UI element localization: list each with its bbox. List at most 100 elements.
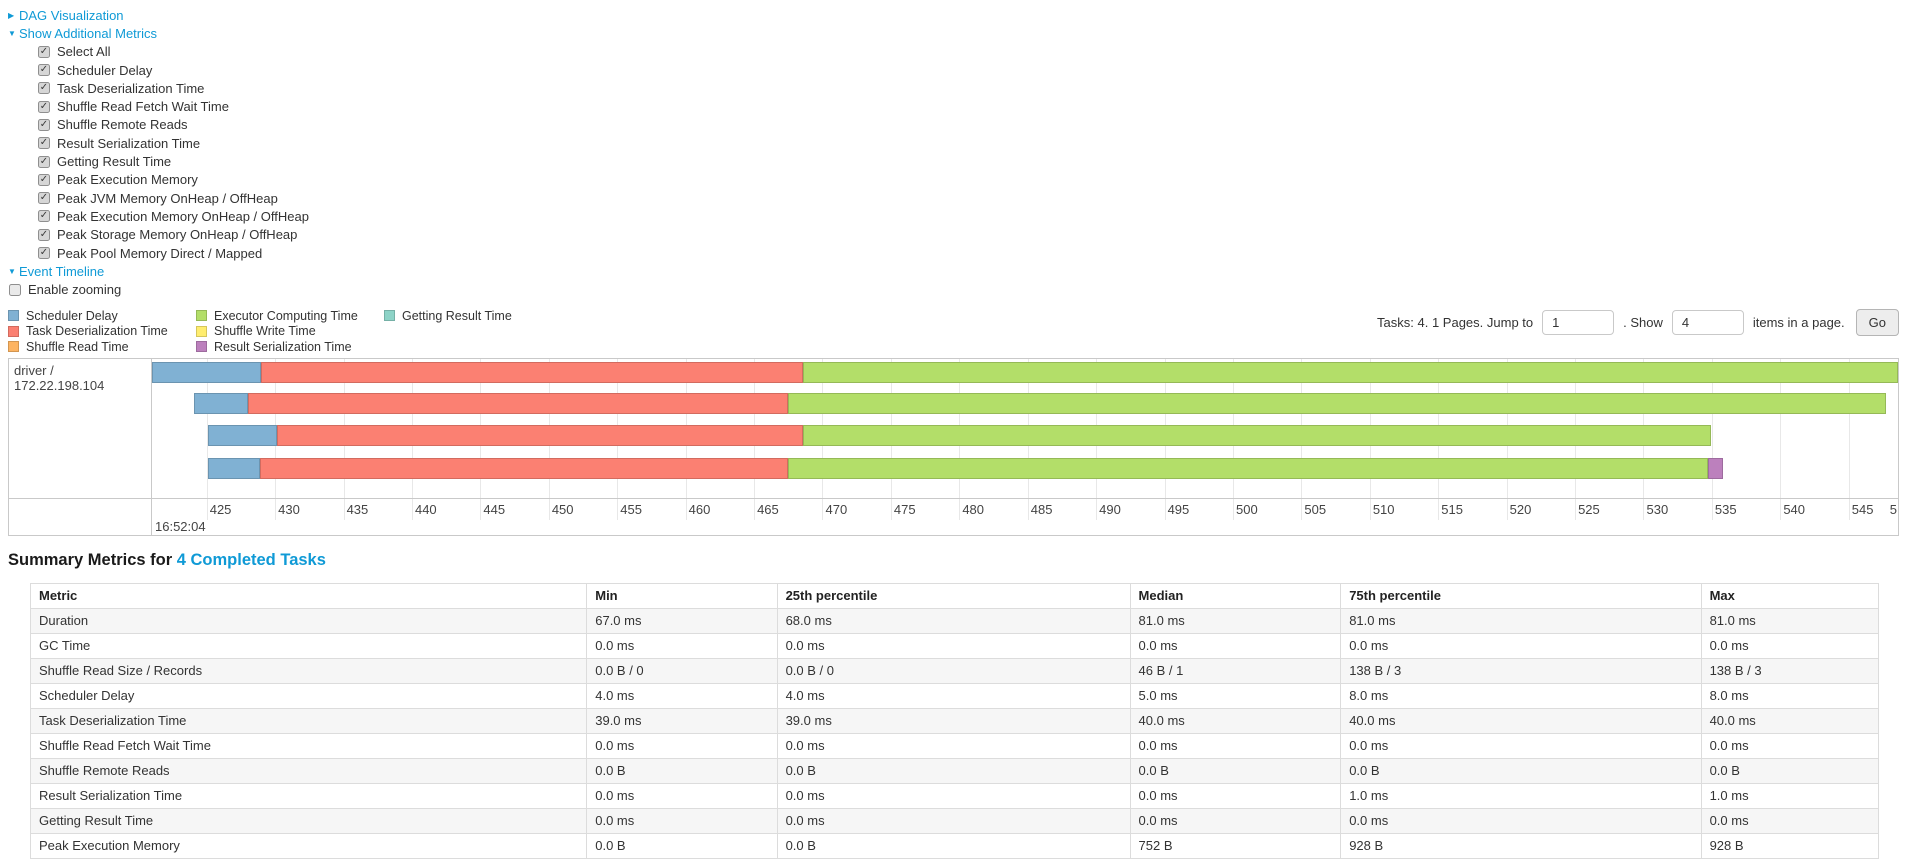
task-timeline-row: [152, 424, 1898, 446]
axis-tick-label: 480: [962, 501, 985, 517]
axis-tick-label: 525: [1578, 501, 1600, 517]
legend-item: Task Deserialization Time: [8, 323, 196, 339]
table-row: Shuffle Read Fetch Wait Time 0.0 ms 0.0 ms…: [29, 732, 1880, 759]
metric-checkbox[interactable]: ✓: [38, 118, 50, 131]
dag-visualization-link[interactable]: DAG Visualization: [19, 7, 124, 23]
legend-label: Scheduler Delay: [26, 308, 118, 323]
legend-item: Shuffle Read Time: [8, 339, 196, 355]
task-segment-executor-computing-time[interactable]: [803, 424, 1711, 446]
metric-checkbox[interactable]: ✓: [38, 228, 50, 241]
metric-checkbox[interactable]: ✓: [38, 210, 50, 223]
axis-tick-label: 505: [1304, 501, 1327, 517]
metric-name-cell: GC Time: [29, 632, 588, 659]
metric-checkbox-label: Peak JVM Memory OnHeap / OffHeap: [57, 190, 278, 206]
enable-zooming-row: Enable zooming: [8, 280, 1907, 298]
axis-grid-stub: [1506, 498, 1508, 520]
task-segment-task-deserialization-time[interactable]: [247, 392, 789, 414]
task-segment-task-deserialization-time[interactable]: [261, 361, 804, 383]
axis-grid-stub: [343, 498, 345, 520]
task-segment-task-deserialization-time[interactable]: [260, 457, 789, 479]
metric-value-cell: 4.0 ms: [776, 682, 1131, 709]
items-per-page-input[interactable]: [1671, 309, 1744, 335]
enable-zooming-checkbox[interactable]: [9, 283, 21, 296]
metric-checkbox[interactable]: ✓: [38, 247, 50, 259]
metric-value-cell: 0.0 B: [1340, 757, 1702, 784]
table-row: Getting Result Time 0.0 ms 0.0 ms 0.0 ms 0.0…: [29, 807, 1880, 834]
axis-tick-label: 455: [620, 501, 642, 517]
metric-checkbox[interactable]: ✓: [38, 100, 50, 113]
show-additional-metrics-link[interactable]: Show Additional Metrics: [19, 25, 158, 41]
metric-checkbox[interactable]: ✓: [38, 192, 50, 205]
completed-tasks-link[interactable]: 4 Completed Tasks: [176, 550, 326, 569]
event-timeline-link[interactable]: Event Timeline: [19, 263, 105, 279]
metric-value-cell: 40.0 ms: [1700, 707, 1880, 734]
metric-checkbox-row: ✓ Scheduler Delay: [8, 61, 1907, 79]
task-segment-scheduler-delay[interactable]: [152, 361, 262, 383]
timeline-legend: Scheduler Delay Task Deserialization Time…: [8, 308, 572, 355]
axis-tick-label: 545: [1851, 501, 1874, 517]
legend-label: Getting Result Time: [402, 308, 512, 323]
axis-clipped-tick-label: 5: [1889, 501, 1897, 517]
task-segment-scheduler-delay[interactable]: [208, 457, 261, 479]
axis-tick-label: 445: [483, 501, 506, 517]
metric-checkbox[interactable]: ✓: [38, 137, 50, 150]
metric-value-cell: 81.0 ms: [1700, 607, 1880, 634]
legend-column: Getting Result Time: [384, 308, 572, 355]
metric-checkbox-label: Peak Storage Memory OnHeap / OffHeap: [57, 227, 298, 243]
task-timeline-row: [152, 361, 1898, 383]
table-row: GC Time 0.0 ms 0.0 ms 0.0 ms 0.0 ms 0.0 ms: [29, 632, 1880, 659]
tasks-info-label: Tasks: 4. 1 Pages. Jump to: [1377, 314, 1534, 330]
metric-checkbox-row: ✓ Select All: [8, 43, 1907, 61]
collapsed-arrow-icon: ▶: [8, 10, 15, 20]
event-timeline-toggle[interactable]: ▼ Event Timeline: [8, 262, 1907, 280]
table-header-cell: Max: [1700, 582, 1880, 609]
metric-name-cell: Duration: [29, 607, 588, 634]
go-button[interactable]: Go: [1855, 308, 1899, 336]
metric-value-cell: 4.0 ms: [586, 682, 778, 709]
task-segment-scheduler-delay[interactable]: [194, 392, 248, 414]
legend-swatch-shuffle-write-time: [196, 325, 207, 337]
axis-grid-stub: [1643, 498, 1645, 520]
metric-checkbox-label: Select All: [57, 44, 111, 60]
metric-checkbox[interactable]: ✓: [38, 155, 50, 168]
metric-checkbox[interactable]: ✓: [38, 45, 50, 58]
legend-swatch-getting-result-time: [384, 310, 395, 322]
table-header-cell: Median: [1129, 582, 1342, 609]
metric-value-cell: 0.0 ms: [1340, 807, 1702, 834]
axis-tick-label: 485: [1030, 501, 1053, 517]
axis-grid-stub: [754, 498, 756, 520]
metric-value-cell: 0.0 B: [586, 757, 778, 784]
metric-checkbox[interactable]: ✓: [38, 64, 50, 77]
axis-grid-stub: [959, 498, 961, 520]
task-segment-task-deserialization-time[interactable]: [276, 424, 804, 446]
task-segment-scheduler-delay[interactable]: [208, 424, 277, 446]
task-segment-executor-computing-time[interactable]: [788, 392, 1886, 414]
metric-checkbox[interactable]: ✓: [38, 82, 50, 95]
axis-grid-stub: [1711, 498, 1713, 520]
task-pagination: Tasks: 4. 1 Pages. Jump to . Show items …: [1377, 308, 1899, 336]
event-timeline-chart: driver / 172.22.198.104 425 430 435 440 445 4…: [8, 357, 1899, 536]
metric-value-cell: 0.0 ms: [586, 632, 778, 659]
axis-tick-label: 465: [757, 501, 779, 517]
jump-to-page-input[interactable]: [1542, 309, 1615, 335]
timeline-gridline: [206, 358, 208, 498]
metric-name-cell: Shuffle Read Fetch Wait Time: [29, 732, 588, 759]
axis-grid-stub: [1369, 498, 1371, 520]
task-segment-executor-computing-time[interactable]: [788, 457, 1708, 479]
metric-checkbox[interactable]: ✓: [38, 173, 50, 186]
axis-tick-label: 510: [1372, 501, 1395, 517]
metric-value-cell: 0.0 ms: [586, 732, 778, 759]
table-row: Result Serialization Time 0.0 ms 0.0 ms 0.0…: [29, 782, 1880, 809]
dag-visualization-toggle[interactable]: ▶ DAG Visualization: [8, 6, 1907, 24]
timeline-gridline: [1780, 358, 1782, 498]
metric-checkbox-label: Peak Pool Memory Direct / Mapped: [57, 245, 263, 261]
show-additional-metrics-toggle[interactable]: ▼ Show Additional Metrics: [8, 24, 1907, 42]
legend-item: Getting Result Time: [384, 308, 572, 324]
task-segment-executor-computing-time[interactable]: [803, 361, 1898, 383]
metric-checkbox-row: ✓ Peak Execution Memory: [8, 171, 1907, 189]
timeline-axis-labels: 425 430 435 440 445 450 455 460 465 470 475 480 485 4…: [152, 498, 1898, 535]
legend-label: Shuffle Read Time: [26, 339, 129, 354]
task-segment-result-serialization-time[interactable]: [1707, 457, 1723, 479]
axis-tick-label: 450: [551, 501, 574, 517]
legend-swatch-executor-computing-time: [196, 310, 207, 322]
